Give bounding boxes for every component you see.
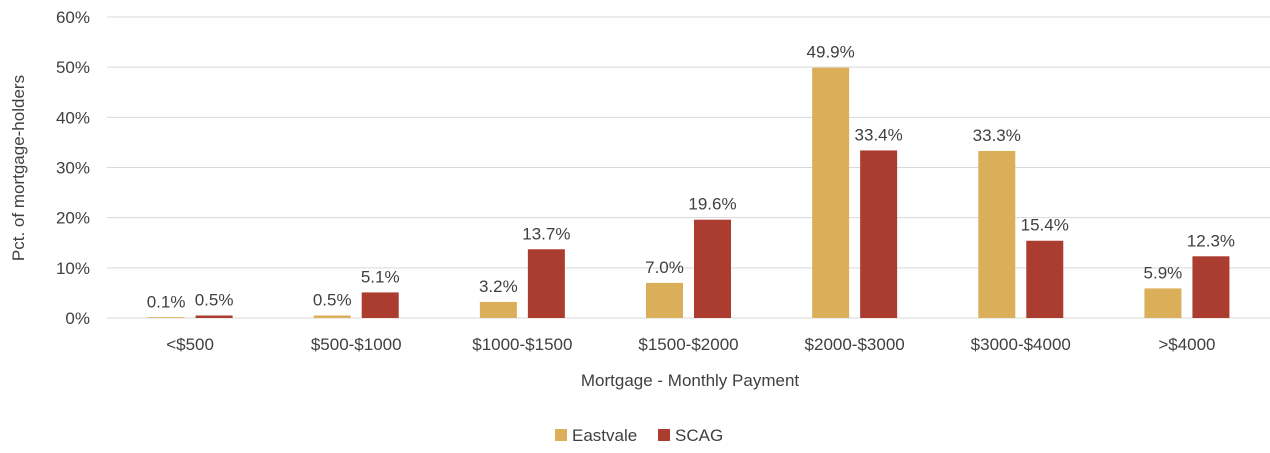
bar-eastvale [479,301,517,318]
legend-item-scag: SCAG [658,426,723,445]
data-labels: 0.1% 0.5% 0.5% 5.1% 3.2% 13.7% 7.0% 19.6% 49.9% 3… [147,43,1235,312]
data-label-eastvale: 49.9% [807,43,855,62]
data-label-scag: 13.7% [522,224,570,243]
bar-eastvale [147,317,185,318]
x-tick-label: >$4000 [1158,335,1215,354]
legend-label-eastvale: Eastvale [572,426,637,445]
data-label-scag: 33.4% [855,125,903,144]
bar-eastvale [812,67,850,318]
bar-scag [1192,256,1230,318]
x-axis-ticks: <$500 $500-$1000 $1000-$1500 $1500-$2000 $20… [166,335,1215,354]
y-tick-label: 30% [56,159,90,178]
legend: Eastvale SCAG [555,426,723,445]
legend-swatch-scag [658,429,670,441]
bar-scag [527,249,565,318]
y-tick-label: 60% [56,8,90,27]
x-tick-label: <$500 [166,335,214,354]
legend-item-eastvale: Eastvale [555,426,637,445]
legend-swatch-eastvale [555,429,567,441]
bars [147,67,1230,318]
x-tick-label: $1500-$2000 [638,335,738,354]
x-tick-label: $2000-$3000 [805,335,905,354]
data-label-scag: 5.1% [361,267,400,286]
data-label-eastvale: 3.2% [479,277,518,296]
data-label-scag: 19.6% [688,195,736,214]
y-tick-label: 20% [56,209,90,228]
y-tick-label: 0% [65,309,90,328]
y-tick-label: 40% [56,108,90,127]
bar-scag [694,219,731,318]
data-label-eastvale: 0.5% [313,290,352,309]
bar-scag [195,315,233,318]
x-axis-title: Mortgage - Monthly Payment [581,371,800,390]
bar-eastvale [1144,288,1182,318]
bar-eastvale [646,282,683,318]
bar-scag [361,292,399,318]
y-tick-label: 10% [56,259,90,278]
y-axis-ticks: 0% 10% 20% 30% 40% 50% 60% [56,8,90,328]
x-tick-label: $1000-$1500 [472,335,572,354]
data-label-eastvale: 7.0% [645,258,684,277]
data-label-scag: 12.3% [1187,231,1235,250]
data-label-eastvale: 0.1% [147,292,186,311]
x-tick-label: $3000-$4000 [971,335,1071,354]
bar-eastvale [978,150,1016,318]
data-label-scag: 0.5% [195,290,234,309]
gridlines [107,16,1270,319]
data-label-scag: 15.4% [1021,216,1069,235]
bar-eastvale [313,315,351,318]
bar-scag [860,150,898,318]
data-label-eastvale: 5.9% [1144,263,1183,282]
x-tick-label: $500-$1000 [311,335,402,354]
data-label-eastvale: 33.3% [973,126,1021,145]
bar-scag [1026,240,1064,318]
y-axis-title: Pct. of mortgage-holders [9,75,28,261]
legend-label-scag: SCAG [675,426,723,445]
y-tick-label: 50% [56,58,90,77]
